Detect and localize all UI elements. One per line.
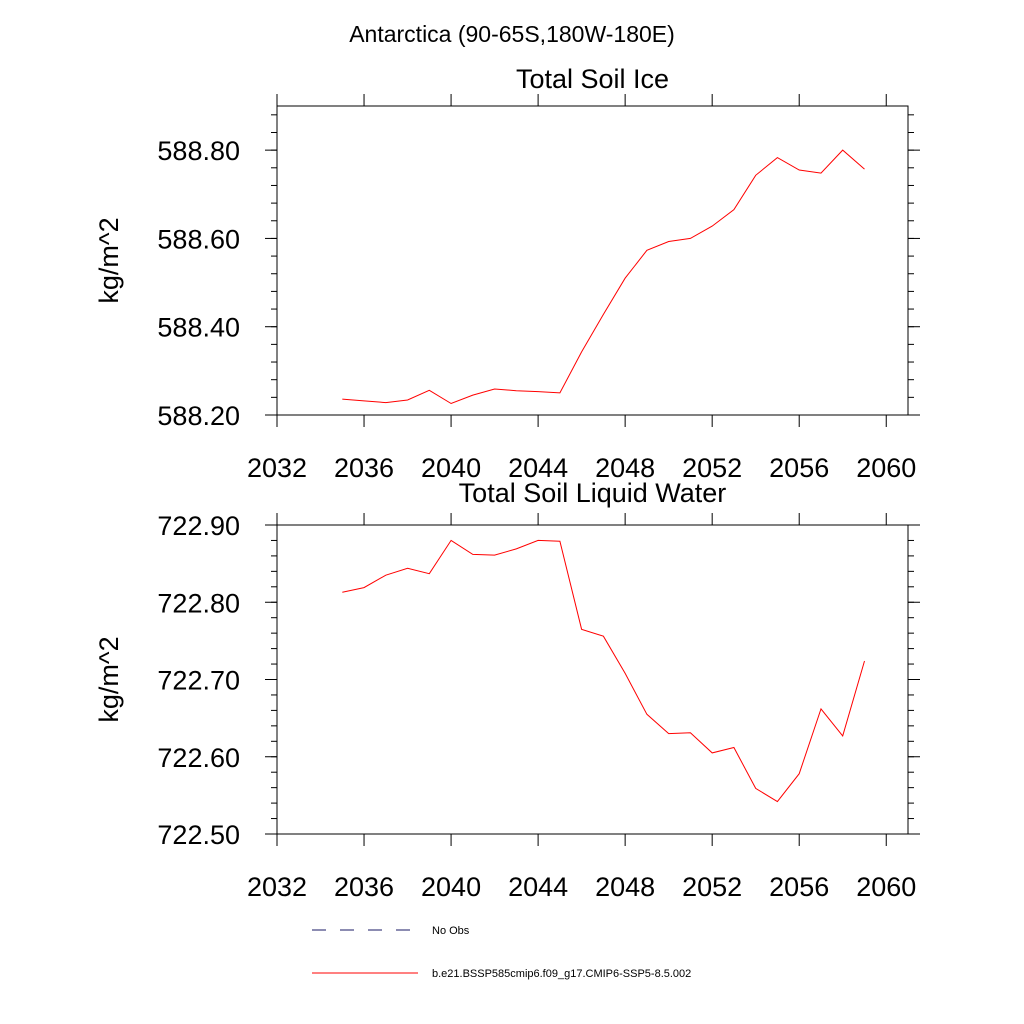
chart-1-xtick-label: 2056 — [769, 872, 829, 902]
legend-label-model-run: b.e21.BSSP585cmip6.f09_g17.CMIP6-SSP5-8.… — [432, 968, 691, 980]
chart-0-ytick-label: 588.20 — [157, 401, 240, 431]
chart-0-xtick-label: 2036 — [334, 453, 394, 483]
chart-0-plot-frame — [276, 105, 909, 416]
chart-1-ytick-label: 722.90 — [157, 511, 240, 541]
chart-0-title: Total Soil Ice — [516, 64, 669, 94]
chart-1-xtick-label: 2052 — [682, 872, 742, 902]
chart-1-xtick-label: 2036 — [334, 872, 394, 902]
chart-1-plot-frame — [276, 524, 909, 835]
chart-1-ytick-label: 722.80 — [157, 588, 240, 618]
chart-1-series-line-0 — [342, 539, 865, 803]
chart-0-xtick-label: 2032 — [247, 453, 307, 483]
chart-0-ytick-label: 588.40 — [157, 313, 240, 343]
chart-0-xtick-label: 2052 — [682, 453, 742, 483]
chart-0-xtick-label: 2056 — [769, 453, 829, 483]
chart-1-xtick-label: 2048 — [595, 872, 655, 902]
chart-1-ytick-label: 722.60 — [157, 743, 240, 773]
chart-0-xtick-label: 2048 — [595, 453, 655, 483]
figure-suptitle: Antarctica (90-65S,180W-180E) — [349, 21, 675, 47]
chart-0-xtick-label: 2060 — [856, 453, 916, 483]
chart-panel-total-soil-ice: Total Soil Ice kg/m^2 2032 2036 2040 2044 2048… — [94, 64, 920, 483]
chart-0-xtick-label: 2040 — [421, 453, 481, 483]
chart-1-xtick-label: 2044 — [508, 872, 568, 902]
chart-0-ytick-label: 588.80 — [157, 136, 240, 166]
legend-label-no-obs: No Obs — [432, 925, 470, 937]
chart-1-ylabel: kg/m^2 — [94, 636, 124, 722]
chart-1-ytick-label: 722.70 — [157, 666, 240, 696]
chart-1-xtick-label: 2040 — [421, 872, 481, 902]
chart-panel-total-soil-liquid-water: Total Soil Liquid Water kg/m^2 2032 2036 204… — [94, 478, 920, 902]
chart-0-ylabel: kg/m^2 — [94, 217, 124, 303]
chart-0-xtick-label: 2044 — [508, 453, 568, 483]
chart-1-ytick-label: 722.50 — [157, 820, 240, 850]
chart-1-title: Total Soil Liquid Water — [459, 478, 727, 508]
legend: No Obs b.e21.BSSP585cmip6.f09_g17.CMIP6-… — [312, 925, 691, 980]
chart-1-xtick-label: 2060 — [856, 872, 916, 902]
chart-0-ytick-label: 588.60 — [157, 224, 240, 254]
chart-0-series-line-0 — [342, 149, 865, 405]
chart-1-xtick-label: 2032 — [247, 872, 307, 902]
